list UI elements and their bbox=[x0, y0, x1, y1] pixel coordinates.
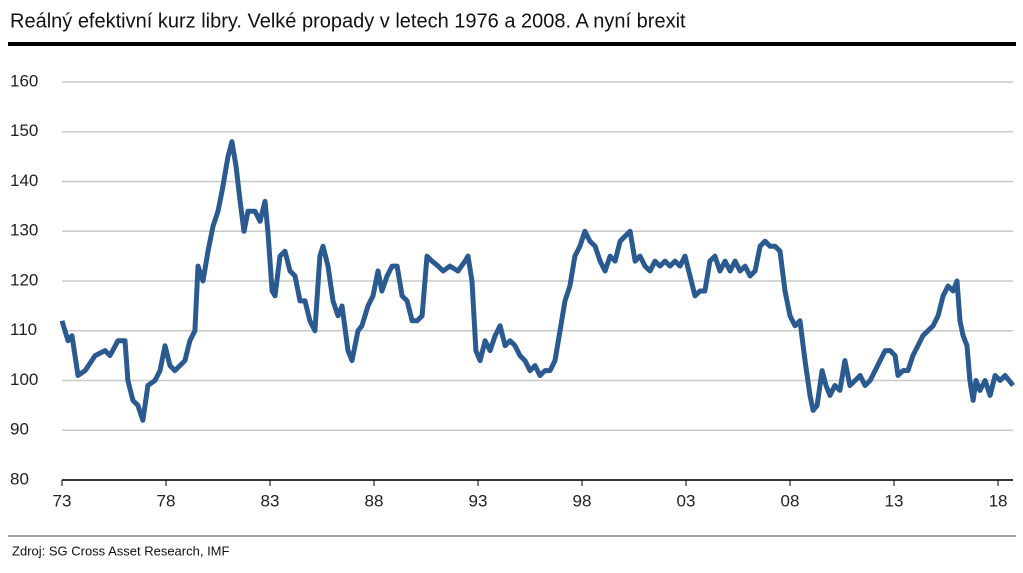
source: Zdroj: SG Cross Asset Research, IMF bbox=[12, 543, 230, 558]
y-tick-label: 90 bbox=[10, 420, 29, 439]
x-tick-label: 08 bbox=[781, 491, 800, 510]
y-tick-label: 80 bbox=[10, 469, 29, 488]
title-rule bbox=[8, 42, 1016, 46]
series-line bbox=[59, 139, 1015, 423]
x-tick-label: 78 bbox=[157, 491, 176, 510]
y-tick-label: 140 bbox=[10, 171, 38, 190]
x-tick-label: 18 bbox=[989, 491, 1008, 510]
y-tick-label: 160 bbox=[10, 71, 38, 90]
x-tick-label: 13 bbox=[885, 491, 904, 510]
x-tick-label: 98 bbox=[573, 491, 592, 510]
x-tick-label: 88 bbox=[365, 491, 384, 510]
y-tick-label: 130 bbox=[10, 221, 38, 240]
x-tick-label: 73 bbox=[53, 491, 72, 510]
y-tick-label: 110 bbox=[10, 320, 37, 339]
chart-title: Reálný efektivní kurz libry. Velké propa… bbox=[10, 10, 686, 32]
y-tick-label: 150 bbox=[10, 121, 38, 140]
y-tick-label: 100 bbox=[10, 370, 38, 389]
x-tick-label: 03 bbox=[677, 491, 696, 510]
y-tick-label: 120 bbox=[10, 270, 38, 289]
x-tick-label: 93 bbox=[469, 491, 488, 510]
x-tick-label: 83 bbox=[261, 491, 280, 510]
